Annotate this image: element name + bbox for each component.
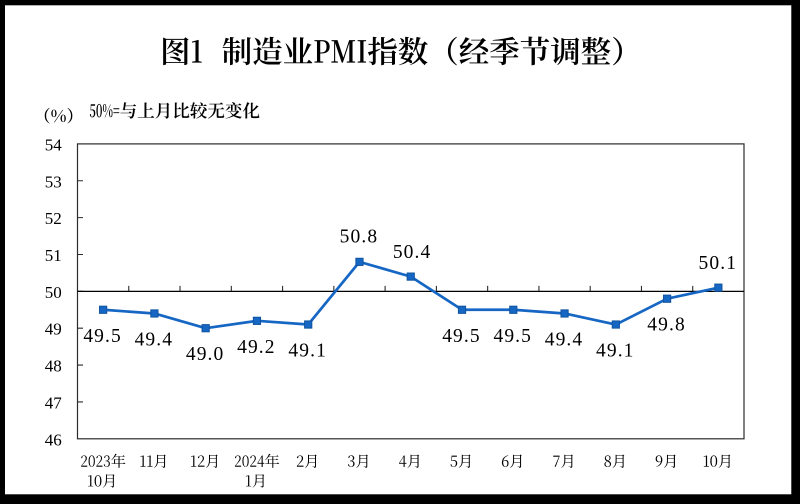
svg-text:49.1: 49.1 (596, 341, 635, 362)
svg-text:49.4: 49.4 (135, 329, 174, 350)
svg-text:49.4: 49.4 (545, 329, 584, 350)
svg-text:49.5: 49.5 (83, 326, 122, 347)
svg-text:50.4: 50.4 (393, 242, 432, 263)
svg-text:49.0: 49.0 (186, 344, 225, 365)
svg-text:49.8: 49.8 (647, 315, 686, 336)
svg-text:49: 49 (45, 320, 62, 339)
svg-text:47: 47 (45, 393, 63, 412)
svg-text:46: 46 (45, 430, 62, 449)
svg-text:48: 48 (45, 357, 62, 376)
svg-text:53: 53 (45, 172, 62, 191)
svg-text:49.2: 49.2 (237, 337, 276, 358)
svg-text:50: 50 (45, 283, 62, 302)
svg-text:50.1: 50.1 (699, 253, 738, 274)
svg-text:51: 51 (45, 246, 62, 265)
svg-text:49.5: 49.5 (442, 326, 481, 347)
svg-text:50.8: 50.8 (340, 226, 379, 247)
svg-text:49.1: 49.1 (288, 341, 327, 362)
svg-text:54: 54 (45, 135, 63, 154)
svg-text:52: 52 (45, 209, 62, 228)
svg-text:49.5: 49.5 (493, 326, 532, 347)
